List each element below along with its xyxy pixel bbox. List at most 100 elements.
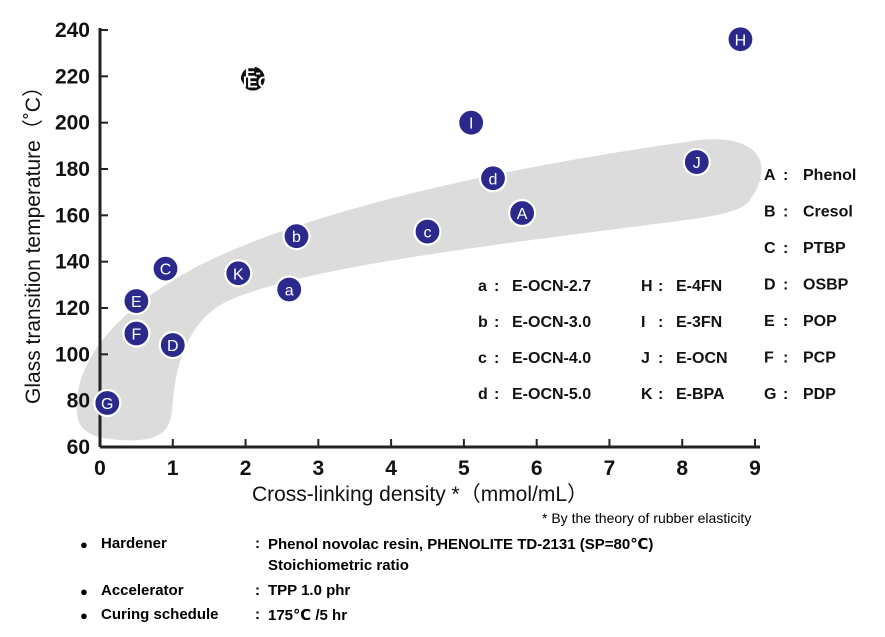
bullet-icon: ● bbox=[80, 608, 88, 623]
legend-sep: : bbox=[494, 350, 499, 367]
data-point-label: d bbox=[489, 171, 498, 188]
y-tick-label: 140 bbox=[55, 251, 90, 274]
data-point-e-neo: E-NEO bbox=[235, 64, 270, 93]
data-point-label: H bbox=[735, 32, 747, 49]
x-tick-label: 6 bbox=[531, 457, 543, 480]
legend-entry: I: E-3FN bbox=[641, 314, 722, 331]
data-point-c: C bbox=[151, 254, 180, 283]
legend-sep: : bbox=[494, 386, 499, 403]
data-point-j: J bbox=[682, 147, 711, 177]
legend-key: I bbox=[641, 314, 645, 331]
data-point-label: F bbox=[131, 326, 141, 343]
legend-key: E bbox=[764, 313, 775, 330]
legend-sep: : bbox=[658, 386, 663, 403]
legend-name: Phenol bbox=[803, 167, 856, 184]
legend-entry: H: E-4FN bbox=[641, 278, 722, 295]
condition-label: Curing schedule bbox=[101, 606, 219, 623]
legend-key: F bbox=[764, 350, 774, 367]
data-point-h: H bbox=[726, 25, 755, 54]
legend-name: Cresol bbox=[803, 204, 853, 221]
data-point-label: NEO bbox=[235, 75, 270, 92]
ticks: 0 1 2 3 4 5 6 7 8 9 60 80 100 120 140 160 180 200 220 240 bbox=[55, 19, 761, 480]
legend-sep: : bbox=[494, 278, 499, 295]
legend: a: E-OCN-2.7 b: E-OCN-3.0 c: E-OCN-4.0 d: E-OCN… bbox=[478, 167, 856, 403]
y-tick-label: 160 bbox=[55, 204, 90, 227]
legend-entry: E: POP bbox=[764, 313, 837, 330]
x-tick-label: 8 bbox=[676, 457, 688, 480]
trend-band bbox=[76, 139, 762, 441]
y-tick-label: 200 bbox=[55, 112, 90, 135]
condition-value: Phenol novolac resin, PHENOLITE TD-2131 … bbox=[268, 536, 654, 553]
legend-name: PDP bbox=[803, 386, 836, 403]
legend-sep: : bbox=[783, 240, 788, 257]
data-point-g: G bbox=[93, 388, 122, 418]
data-point-d: d bbox=[478, 164, 508, 193]
legend-sep: : bbox=[658, 278, 663, 295]
legend-name: E-OCN-2.7 bbox=[512, 278, 591, 295]
legend-entry: K: E-BPA bbox=[641, 386, 725, 403]
legend-entry: D: OSBP bbox=[764, 277, 849, 294]
legend-name: OSBP bbox=[803, 277, 849, 294]
data-point-d: D bbox=[158, 330, 187, 360]
legend-entry: c: E-OCN-4.0 bbox=[478, 350, 591, 367]
data-point-c: c bbox=[413, 217, 442, 246]
legend-name: E-4FN bbox=[676, 278, 722, 295]
legend-sep: : bbox=[783, 167, 788, 184]
data-point-b: b bbox=[282, 222, 311, 251]
condition-sep: : bbox=[255, 535, 260, 552]
data-point-label: G bbox=[101, 396, 113, 413]
legend-name: E-OCN bbox=[676, 350, 728, 367]
data-point-marker bbox=[508, 198, 537, 228]
x-tick-label: 9 bbox=[749, 457, 761, 480]
x-tick-label: 5 bbox=[458, 457, 470, 480]
bullet-icon: ● bbox=[80, 584, 88, 599]
legend-key: c bbox=[478, 350, 487, 367]
y-axis-title: Glass transition temperature（˚C） bbox=[22, 76, 45, 404]
x-axis-title: Cross-linking density *（mmol/mL） bbox=[252, 483, 588, 506]
legend-sep: : bbox=[783, 313, 788, 330]
legend-key: D bbox=[764, 277, 776, 294]
legend-name: E-OCN-3.0 bbox=[512, 314, 591, 331]
x-tick-label: 3 bbox=[312, 457, 324, 480]
data-point-label: C bbox=[160, 262, 172, 279]
data-point-label: K bbox=[233, 266, 244, 283]
data-points: G FE D C Ka b c d A I J H E-NEO bbox=[93, 25, 755, 418]
data-point-marker bbox=[457, 108, 486, 137]
data-point-label: b bbox=[292, 229, 301, 246]
legend-entry: C: PTBP bbox=[764, 240, 846, 257]
data-point-marker bbox=[158, 330, 187, 360]
data-point-marker bbox=[122, 319, 151, 348]
legend-entry: a: E-OCN-2.7 bbox=[478, 278, 591, 295]
legend-entry: b: E-OCN-3.0 bbox=[478, 314, 591, 331]
legend-sep: : bbox=[658, 314, 663, 331]
legend-name: E-OCN-4.0 bbox=[512, 350, 591, 367]
legend-key: K bbox=[641, 386, 653, 403]
data-point-label: I bbox=[469, 116, 473, 133]
x-tick-label: 1 bbox=[167, 457, 179, 480]
legend-key: C bbox=[764, 240, 776, 257]
condition-label: Hardener bbox=[101, 535, 167, 552]
legend-key: H bbox=[641, 278, 653, 295]
legend-name: PCP bbox=[803, 350, 836, 367]
legend-sep: : bbox=[783, 350, 788, 367]
condition-value: TPP 1.0 phr bbox=[268, 582, 351, 599]
axes bbox=[98, 28, 760, 449]
legend-name: E-3FN bbox=[676, 314, 722, 331]
data-point-f: F bbox=[122, 319, 151, 348]
data-point-a: A bbox=[508, 198, 537, 228]
legend-name: PTBP bbox=[803, 240, 846, 257]
bullet-icon: ● bbox=[80, 537, 88, 552]
data-point-marker bbox=[151, 254, 180, 283]
legend-key: G bbox=[764, 386, 776, 403]
data-point-a: a bbox=[275, 275, 304, 304]
condition-sep: : bbox=[255, 606, 260, 623]
legend-key: B bbox=[764, 204, 776, 221]
data-point-marker bbox=[282, 222, 311, 251]
data-point-marker bbox=[93, 388, 122, 418]
condition-value: 175℃ /5 hr bbox=[268, 607, 348, 624]
y-tick-label: 180 bbox=[55, 158, 90, 181]
legend-entry: d: E-OCN-5.0 bbox=[478, 386, 591, 403]
y-tick-label: 100 bbox=[55, 343, 90, 366]
data-point-label: D bbox=[167, 338, 179, 355]
data-point-marker bbox=[122, 286, 151, 316]
